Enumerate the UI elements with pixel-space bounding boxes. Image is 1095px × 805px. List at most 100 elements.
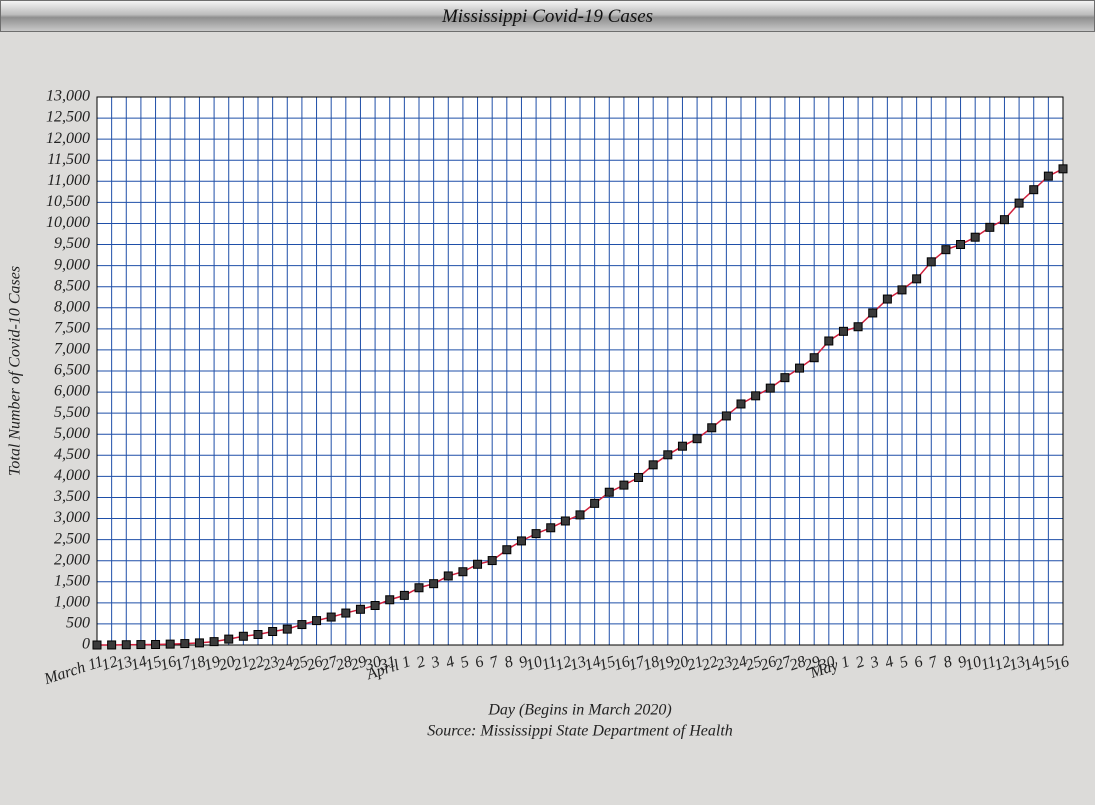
data-point: [999, 215, 1009, 225]
data-point: [443, 571, 453, 581]
x-tick-label: 5: [458, 653, 471, 672]
data-point: [326, 612, 336, 622]
plot-border: [96, 96, 1064, 646]
data-point: [1058, 164, 1068, 174]
data-point: [151, 639, 161, 649]
y-tick-label: 10,000: [46, 214, 90, 231]
x-tick-label: 14: [1022, 653, 1042, 674]
y-tick-label: 8,000: [54, 298, 90, 315]
x-tick-label: 31: [377, 653, 398, 674]
x-tick-label: 6: [912, 653, 925, 672]
x-tick-label: 15: [1036, 653, 1056, 674]
data-point: [297, 620, 307, 630]
data-point: [692, 434, 702, 444]
y-tick-label: 5,500: [54, 404, 90, 421]
data-point: [956, 239, 966, 249]
x-tick-label: 15: [143, 653, 163, 674]
data-point: [941, 245, 951, 255]
x-tick-label: 7: [488, 653, 502, 672]
x-tick-label: 12: [992, 653, 1012, 674]
x-tick-label: 23: [714, 653, 734, 674]
x-tick-label: 19: [202, 653, 222, 674]
y-tick-label: 4,500: [54, 446, 90, 463]
data-point: [209, 637, 219, 647]
x-tick-label: 30: [362, 653, 383, 674]
x-tick-label: 29: [802, 653, 822, 674]
x-tick-label: 26: [304, 653, 324, 674]
x-tick-label: 28: [787, 653, 807, 674]
x-tick-label: 25: [744, 653, 764, 674]
x-tick-label: 26: [758, 653, 778, 674]
data-point: [516, 536, 526, 546]
y-tick-label: 500: [66, 615, 90, 632]
data-point: [502, 545, 512, 555]
source-note: Source: Mississippi State Department of …: [427, 723, 733, 740]
x-tick-label: 4: [444, 653, 457, 672]
data-point: [385, 595, 395, 605]
data-point: [546, 523, 556, 533]
data-point: [180, 639, 190, 649]
x-tick-label: 22: [246, 653, 266, 674]
data-point: [604, 487, 614, 497]
data-point: [677, 441, 687, 451]
y-tick-label: 13,000: [46, 88, 90, 105]
y-tick-label: 3,500: [53, 488, 90, 505]
data-point: [590, 498, 600, 508]
x-tick-label: 11: [979, 653, 998, 674]
data-point: [853, 322, 863, 332]
x-tick-label: 14: [583, 653, 603, 674]
data-point: [194, 638, 204, 648]
data-point: [926, 257, 936, 267]
data-point: [224, 634, 234, 644]
data-point: [355, 604, 365, 614]
chart-title: Mississippi Covid-19 Cases: [441, 6, 654, 27]
data-point: [751, 391, 761, 401]
x-tick-label: 18: [187, 653, 207, 674]
x-tick-label: 16: [158, 653, 178, 674]
y-tick-label: 7,000: [54, 341, 90, 358]
x-tick-label: 20: [670, 653, 690, 674]
x-tick-label: 5: [898, 653, 911, 672]
data-point: [121, 640, 131, 650]
data-point: [238, 631, 248, 641]
x-tick-label: 12: [553, 653, 573, 674]
x-tick-label: 8: [502, 653, 515, 672]
data-point: [619, 480, 629, 490]
x-tick-label: 2: [415, 653, 428, 672]
y-tick-label: 12,500: [46, 109, 90, 126]
x-tick-label: 17: [626, 653, 647, 674]
x-tick-label: 6: [473, 653, 486, 672]
data-point: [780, 373, 790, 383]
data-point: [634, 472, 644, 482]
x-tick-label: 25: [290, 653, 310, 674]
x-axis-title: Day (Begins in March 2020): [487, 702, 671, 719]
data-point: [1029, 185, 1039, 195]
data-point: [399, 590, 409, 600]
data-point: [809, 353, 819, 363]
data-point: [707, 423, 717, 433]
data-point: [912, 274, 922, 284]
x-tick-label: 19: [656, 653, 676, 674]
y-tick-label: 4,000: [54, 467, 90, 484]
x-tick-label: 29: [348, 653, 368, 674]
data-point: [487, 556, 497, 566]
y-tick-label: 12,000: [46, 130, 90, 147]
x-tick-label: 4: [883, 653, 896, 672]
x-tick-label: 24: [729, 653, 749, 674]
data-point: [429, 579, 439, 589]
data-point: [268, 627, 278, 637]
y-tick-label: 9,000: [54, 256, 90, 273]
data-point: [765, 383, 775, 393]
data-point: [136, 640, 146, 650]
data-point: [282, 624, 292, 634]
x-tick-label: 21: [685, 653, 705, 674]
x-tick-label: 22: [700, 653, 720, 674]
x-tick-label: 13: [568, 653, 588, 674]
data-point: [882, 294, 892, 304]
x-tick-label: 2: [854, 653, 867, 672]
y-tick-label: 11,000: [47, 172, 90, 189]
y-tick-label: 7,500: [54, 320, 90, 337]
x-tick-label: 3: [428, 653, 442, 672]
y-axis-title: Total Number of Covid-10 Cases: [7, 266, 24, 476]
y-tick-label: 2,000: [54, 551, 90, 568]
